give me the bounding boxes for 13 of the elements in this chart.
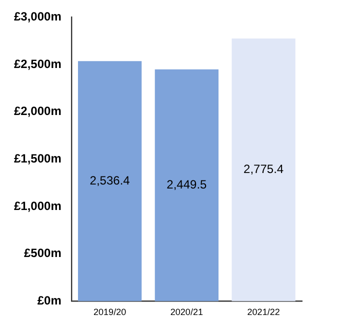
data-label: 2,775.4 [244,162,284,176]
y-tick-label: £3,000m [14,10,62,24]
y-tick-label: £1,000m [14,198,62,213]
data-label: 2,536.4 [90,173,130,188]
y-tick-label: £1,500m [14,152,62,166]
data-label: 2,449.5 [166,178,208,192]
y-tick-label: £500m [24,246,62,260]
x-tick-label: 2020/21 [170,307,203,318]
y-tick-label: £0m [37,294,62,308]
x-tick-label: 2021/22 [247,307,280,318]
y-tick-label: £2,500m [14,56,62,71]
y-tick-label: £2,000m [14,104,62,118]
x-tick-label: 2019/20 [94,307,126,318]
